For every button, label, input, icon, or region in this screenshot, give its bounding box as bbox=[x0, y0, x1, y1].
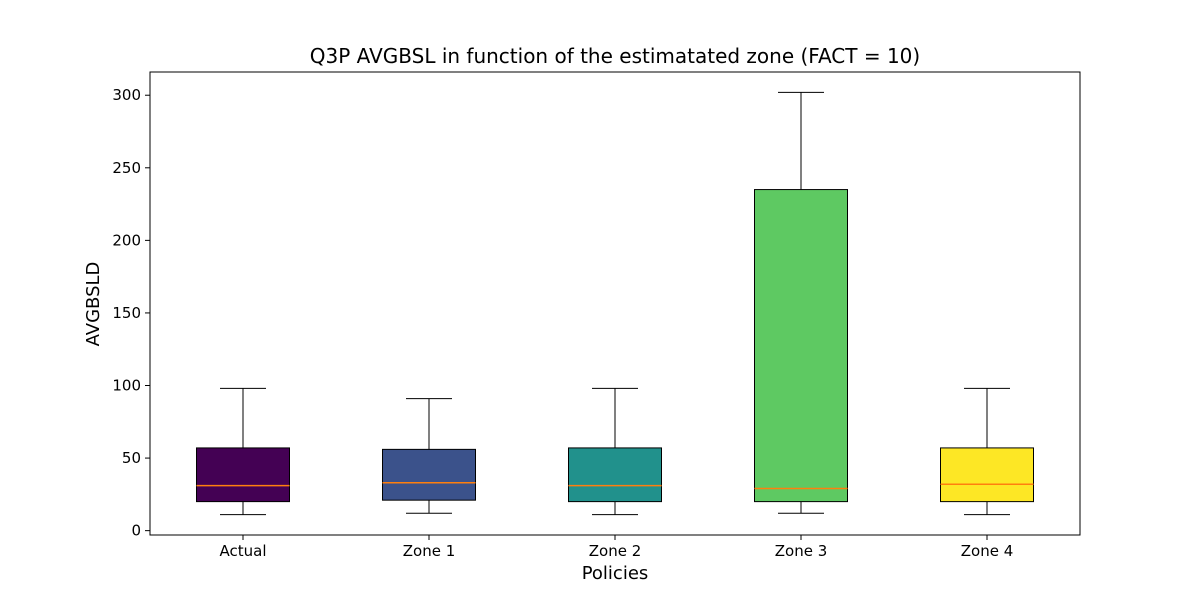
box-zone-3 bbox=[754, 91, 848, 514]
x-tick-label: Actual bbox=[220, 542, 267, 560]
y-tick-label: 300 bbox=[112, 86, 141, 104]
box-zone-1 bbox=[382, 398, 476, 514]
box-zone-2 bbox=[568, 387, 662, 516]
box-body bbox=[382, 448, 476, 501]
plot-area bbox=[196, 91, 1034, 516]
x-axis-label: Policies bbox=[582, 563, 649, 584]
x-tick-label: Zone 3 bbox=[775, 542, 828, 560]
x-tick-label: Zone 2 bbox=[589, 542, 642, 560]
box-body bbox=[754, 189, 848, 503]
x-tick-label: Zone 4 bbox=[961, 542, 1014, 560]
box-body bbox=[568, 447, 662, 503]
y-axis-label: AVGBSLD bbox=[83, 262, 104, 347]
y-tick-label: 250 bbox=[112, 159, 141, 177]
chart-title: Q3P AVGBSL in function of the estimatate… bbox=[310, 44, 920, 68]
box-body bbox=[940, 447, 1034, 503]
y-tick-label: 200 bbox=[112, 231, 141, 249]
y-tick-label: 50 bbox=[122, 449, 141, 467]
box-zone-4 bbox=[940, 387, 1034, 516]
x-tick-label: Zone 1 bbox=[403, 542, 456, 560]
y-tick-label: 100 bbox=[112, 377, 141, 395]
box-body bbox=[196, 447, 290, 503]
box-actual bbox=[196, 387, 290, 516]
y-tick-label: 0 bbox=[131, 522, 141, 540]
y-tick-label: 150 bbox=[112, 304, 141, 322]
